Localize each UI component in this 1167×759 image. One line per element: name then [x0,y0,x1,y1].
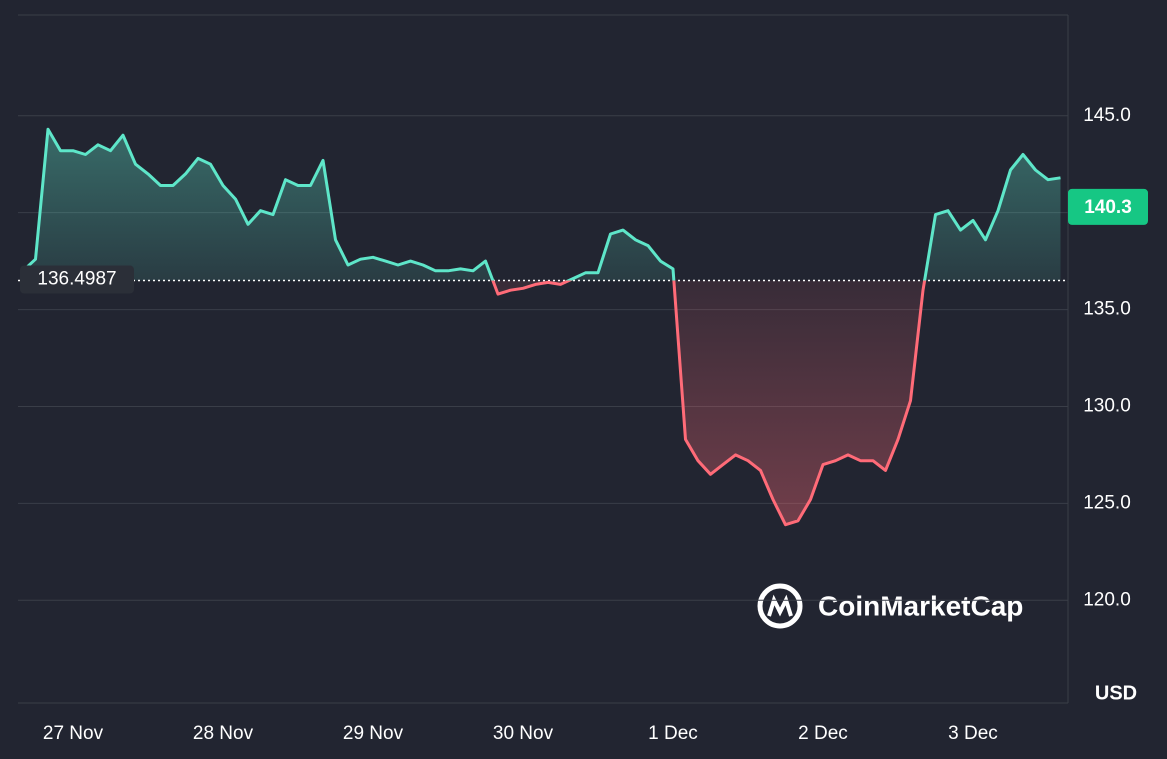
logo-icon [767,594,793,617]
y-tick-label: 135.0 [1083,299,1131,320]
current-price-tag [1068,188,1148,225]
x-tick-label: 2 Dec [798,723,848,744]
baseline-label-box [20,265,134,294]
x-tick-label: 30 Nov [493,723,554,744]
currency-label: USD [1095,682,1137,704]
current-price-label: 140.3 [1084,197,1132,218]
y-tick-label: 125.0 [1083,492,1131,513]
area [23,129,1061,525]
y-tick-label: 145.0 [1083,105,1131,126]
x-tick-label: 29 Nov [343,723,404,744]
x-tick-label: 1 Dec [648,723,698,744]
x-tick-label: 28 Nov [193,723,254,744]
brand-logo: CoinMarketCap [757,583,1023,629]
logo-icon [757,583,803,629]
y-tick-label: 130.0 [1083,395,1131,416]
x-tick-label: 3 Dec [948,723,998,744]
baseline-label: 136.4987 [37,269,116,290]
brand-name: CoinMarketCap [818,590,1023,621]
x-tick-label: 27 Nov [43,723,104,744]
price-line [21,127,1061,527]
y-tick-label: 120.0 [1083,589,1131,610]
